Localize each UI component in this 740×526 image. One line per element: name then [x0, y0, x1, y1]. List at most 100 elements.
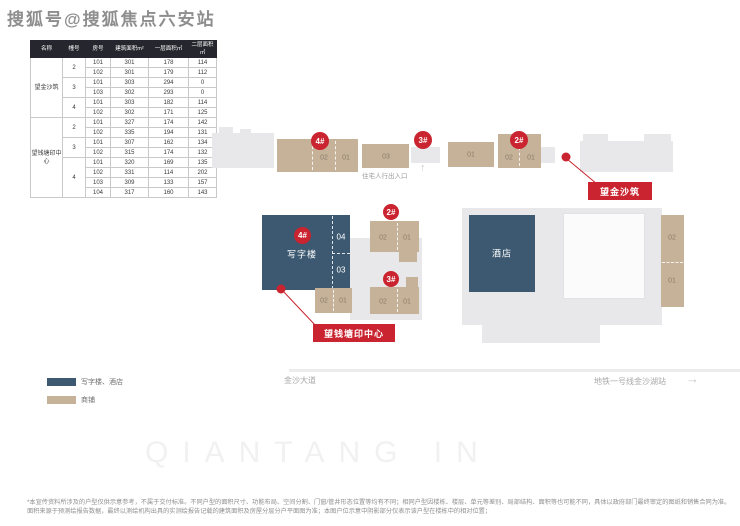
- bg-building: [541, 147, 555, 163]
- table-cell: 178: [148, 57, 189, 68]
- bg-building: [219, 127, 233, 134]
- shop-building-3-mid: [406, 277, 418, 289]
- legend-label-office: 写字楼、酒店: [81, 379, 123, 386]
- road-label: 金沙大道: [284, 376, 316, 385]
- table-cell: 301: [110, 67, 149, 78]
- table-cell: 302: [110, 107, 149, 118]
- unit-divider: [397, 289, 398, 312]
- hotel-building: [469, 215, 535, 292]
- table-cell: 171: [148, 107, 189, 118]
- table-cell: 182: [148, 97, 189, 108]
- table-cell: 101: [85, 157, 111, 168]
- table-row: 102 301 179 112: [31, 67, 217, 78]
- table-header-cell: 一层面积㎡: [148, 40, 189, 58]
- table-cell: 114: [188, 97, 217, 108]
- unit-label: 01: [342, 154, 350, 162]
- unit-label: 02: [320, 154, 328, 162]
- unit-label: 01: [403, 234, 411, 242]
- unit-label: 02: [320, 297, 328, 305]
- table-cell: 102: [85, 167, 111, 178]
- table-cell: 101: [85, 77, 111, 88]
- block-no-cell: 3: [62, 77, 86, 98]
- table-cell: 101: [85, 117, 111, 128]
- table-cell: 169: [148, 157, 189, 168]
- hotel-label: 酒店: [491, 248, 513, 259]
- table-cell: 303: [110, 77, 149, 88]
- table-cell: 315: [110, 147, 149, 158]
- marker-wangjinsha: 望金沙筑: [588, 182, 652, 200]
- unit-label: 03: [336, 265, 346, 275]
- table-row: 4 101 303 182 114: [31, 97, 217, 118]
- building-name-cell: 望钱塘印中心: [30, 117, 63, 198]
- badge-3-top: 3#: [414, 131, 432, 149]
- badge-4-office: 4#: [294, 227, 311, 244]
- right-arrow-icon: →: [686, 371, 699, 386]
- table-cell: 0: [188, 87, 217, 98]
- table-row: 望钱塘印中心 2 101 327 174 142: [30, 117, 217, 198]
- bg-building: [212, 133, 274, 168]
- unit-divider: [335, 141, 336, 170]
- table-cell: 103: [85, 87, 111, 98]
- table-cell: 194: [148, 127, 189, 138]
- unit-label: 02: [505, 154, 513, 162]
- table-cell: 320: [110, 157, 149, 168]
- table-cell: 114: [148, 167, 189, 178]
- table-row: 3 101 303 294 0: [31, 77, 217, 98]
- unit-label: 02: [668, 234, 676, 242]
- unit-divider: [662, 262, 683, 263]
- table-cell: 302: [110, 87, 149, 98]
- badge-3-mid: 3#: [383, 271, 399, 287]
- road-line: [289, 369, 740, 372]
- shop-building-2-mid: [370, 221, 419, 252]
- table-cell: 102: [85, 147, 111, 158]
- table-row: 102 315 174 132: [31, 147, 217, 158]
- unit-label: 02: [379, 298, 387, 306]
- hotel-base: [482, 320, 600, 343]
- table-cell: 307: [110, 137, 149, 148]
- table-cell: 103: [85, 177, 111, 188]
- bg-building: [644, 134, 671, 142]
- unit-label: 01: [668, 277, 676, 285]
- table-cell: 162: [148, 137, 189, 148]
- unit-label: 01: [527, 154, 535, 162]
- entrance-label: 住宅人行出入口: [362, 173, 408, 180]
- unit-label: 02: [379, 234, 387, 242]
- badge-4-top: 4#: [311, 132, 329, 150]
- shop-building-03: [362, 144, 409, 168]
- qiantang-watermark: QIANTANG IN: [145, 436, 492, 469]
- block-no-cell: 4: [62, 97, 86, 118]
- table-cell: 202: [188, 167, 217, 178]
- table-cell: 104: [85, 187, 111, 198]
- table-cell: 301: [110, 57, 149, 68]
- bg-building: [240, 129, 251, 134]
- legend-swatch-office: [47, 378, 76, 386]
- legend-label-shop: 商铺: [81, 397, 95, 404]
- unit-label: 04: [336, 232, 346, 242]
- table-row: 104 317 160 143: [31, 187, 217, 198]
- block-no-cell: 3: [62, 137, 86, 158]
- shop-strip-right: [661, 215, 684, 307]
- table-cell: 142: [188, 117, 217, 128]
- unit-label: 01: [403, 298, 411, 306]
- table-row: 3 101 307 162 134: [31, 137, 217, 158]
- office-label: 写字楼: [286, 249, 318, 260]
- unit-divider: [312, 141, 313, 170]
- table-header-cell: 二层面积㎡: [188, 40, 217, 58]
- table-cell: 179: [148, 67, 189, 78]
- legend-swatch-shop: [47, 396, 76, 404]
- bg-building: [580, 141, 673, 172]
- unit-label: 01: [339, 297, 347, 305]
- table-cell: 160: [148, 187, 189, 198]
- unit-label: 01: [467, 151, 475, 159]
- metro-label: 地铁一号线金沙湖站: [594, 377, 666, 386]
- table-cell: 101: [85, 97, 111, 108]
- table-cell: 157: [188, 177, 217, 188]
- table-header-cell: 幢号: [62, 40, 86, 58]
- shop-building-01: [448, 142, 494, 167]
- area-table-body: 望金沙筑 2 101 301 178 114 102 301 179 112 3 101 303 294 0…: [30, 57, 217, 198]
- unit-label: 03: [382, 153, 390, 161]
- unit-divider: [333, 290, 334, 311]
- table-header-cell: 名称: [30, 40, 63, 58]
- area-table: 名称 幢号 房号 建筑面积m² 一层面积㎡ 二层面积㎡ 望金沙筑 2 101 301 178 114…: [30, 40, 217, 198]
